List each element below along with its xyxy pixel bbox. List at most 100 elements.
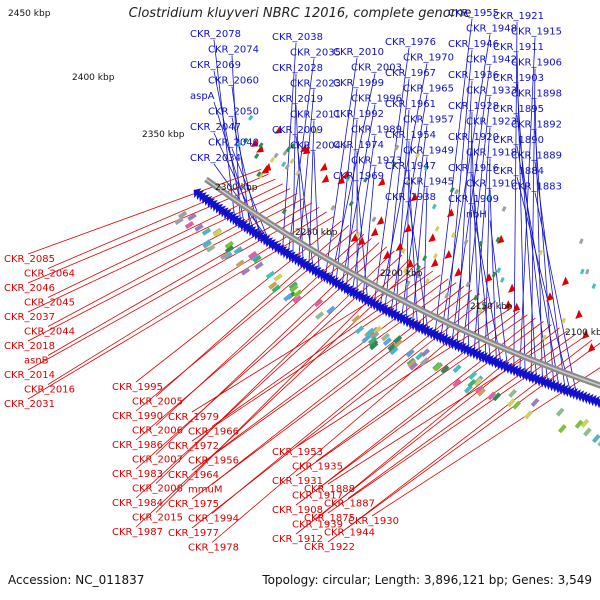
leader-line-forward (456, 80, 473, 350)
leader-line-reverse (211, 278, 449, 456)
inner-feature (258, 142, 264, 149)
feature-block (475, 385, 485, 395)
leader-line-forward (484, 158, 491, 362)
gene-label-reverse: CKR_1922 (304, 542, 355, 553)
gene-label-forward: CKR_1961 (385, 99, 436, 110)
feature-block (420, 357, 430, 366)
reverse-gene-arrow (321, 174, 330, 183)
feature-block (432, 362, 442, 372)
inner-feature (478, 307, 483, 314)
reverse-gene-arrow (376, 216, 385, 225)
gene-label-forward: CKR_1996 (351, 94, 402, 105)
feature-block (205, 244, 216, 253)
gene-label-reverse: CKR_1939 (292, 520, 343, 531)
feature-block (268, 281, 278, 290)
inner-feature (481, 304, 487, 311)
gene-label-reverse: CKR_2006 (132, 426, 183, 437)
gene-label-forward: CKR_1920 (448, 132, 499, 143)
gene-label-forward: CKR_1889 (511, 151, 562, 162)
gene-label-reverse: CKR_1978 (188, 543, 239, 554)
feature-block (240, 267, 251, 276)
gene-label-forward: CKR_2035 (290, 48, 341, 59)
gene-label-reverse: CKR_1930 (348, 516, 399, 527)
feature-block (409, 361, 419, 371)
feature-block (369, 341, 379, 351)
gene-labels: 2100 kbp 2150 kbp 2200 kbp 2250 kbp 2300 kbp… (4, 8, 600, 554)
gene-label-reverse: CKR_2064 (24, 269, 75, 280)
backbone-highlight (205, 178, 600, 387)
reverse-gene-arrow (382, 250, 391, 260)
leader-line-forward (471, 142, 480, 360)
inner-feature (423, 165, 430, 171)
leader-line-forward (400, 125, 428, 323)
feature-block (201, 239, 212, 248)
reverse-gene-arrow (496, 234, 505, 244)
inner-feature (465, 281, 471, 288)
gene-label-forward: CKR_1949 (403, 146, 454, 157)
feature-block (492, 392, 502, 402)
gene-label-reverse: CKR_2014 (4, 370, 55, 381)
feature-block (288, 281, 298, 290)
feature-block (220, 251, 230, 261)
leader-line-reverse (135, 262, 418, 528)
ruler-tick-label: 2300 kbp (215, 183, 258, 193)
gene-label-forward: CKR_1989 (351, 125, 402, 136)
feature-block (452, 364, 462, 374)
leader-line-reverse (315, 311, 520, 462)
gene-label-reverse: CKR_1990 (112, 411, 163, 422)
leader-line-forward (516, 145, 561, 393)
inner-feature (579, 238, 584, 245)
gene-label-forward: CKR_1911 (493, 42, 544, 53)
gene-label-forward: CKR_2023 (290, 79, 341, 90)
gene-label-forward: CKR_1976 (385, 37, 436, 48)
leader-line-forward (213, 101, 257, 239)
leader-line-reverse (347, 339, 593, 528)
gene-label-reverse: CKR_1987 (112, 527, 163, 538)
feature-block (292, 295, 302, 304)
feature-block (473, 377, 483, 387)
gene-label-forward: CKR_1965 (403, 84, 454, 95)
ruler-tick-label: 2400 kbp (72, 73, 115, 83)
gene-label-forward: CKR_2040 (208, 138, 259, 149)
gene-label-reverse: CKR_1966 (188, 427, 239, 438)
gene-label-forward: CKR_1970 (403, 53, 454, 64)
gene-label-forward: CKR_2047 (190, 122, 241, 133)
ruler-tick-label: 2250 kbp (295, 228, 338, 238)
inner-feature (405, 280, 411, 287)
gene-label-forward: CKR_1992 (333, 109, 384, 120)
feature-block (177, 210, 188, 219)
gene-label-forward: CKR_1954 (385, 130, 436, 141)
gene-label-reverse: CKR_1935 (292, 462, 343, 473)
feature-block (591, 433, 600, 444)
gene-label-forward: CKR_2050 (208, 107, 259, 118)
feature-block (368, 336, 378, 345)
leader-line-reverse (295, 327, 560, 535)
leader-line-forward (534, 161, 567, 395)
leader-line-forward (329, 73, 376, 284)
inner-feature (415, 264, 421, 271)
reverse-gene-arrow (428, 233, 436, 243)
gene-label-reverse: CKR_2018 (4, 341, 55, 352)
leader-line-forward (471, 204, 503, 370)
leader-line-forward (467, 111, 473, 355)
inner-feature (478, 240, 483, 247)
inner-feature (285, 146, 291, 153)
feature-block (440, 364, 450, 374)
inner-feature (561, 317, 567, 324)
inner-feature (355, 231, 361, 238)
leader-line-reverse (315, 317, 536, 491)
inner-feature (538, 249, 543, 256)
feature-block (313, 298, 324, 308)
leader-line-forward (297, 89, 315, 265)
feature-block (389, 346, 399, 356)
inner-feature (496, 267, 502, 274)
leader-line-forward (373, 47, 410, 308)
leader-line-reverse (191, 289, 473, 500)
leader-line-reverse (211, 293, 480, 514)
feature-block (212, 228, 222, 237)
feature-block (580, 418, 590, 428)
inner-feature (258, 172, 264, 179)
feature-block (361, 334, 371, 344)
feature-block (326, 305, 336, 315)
